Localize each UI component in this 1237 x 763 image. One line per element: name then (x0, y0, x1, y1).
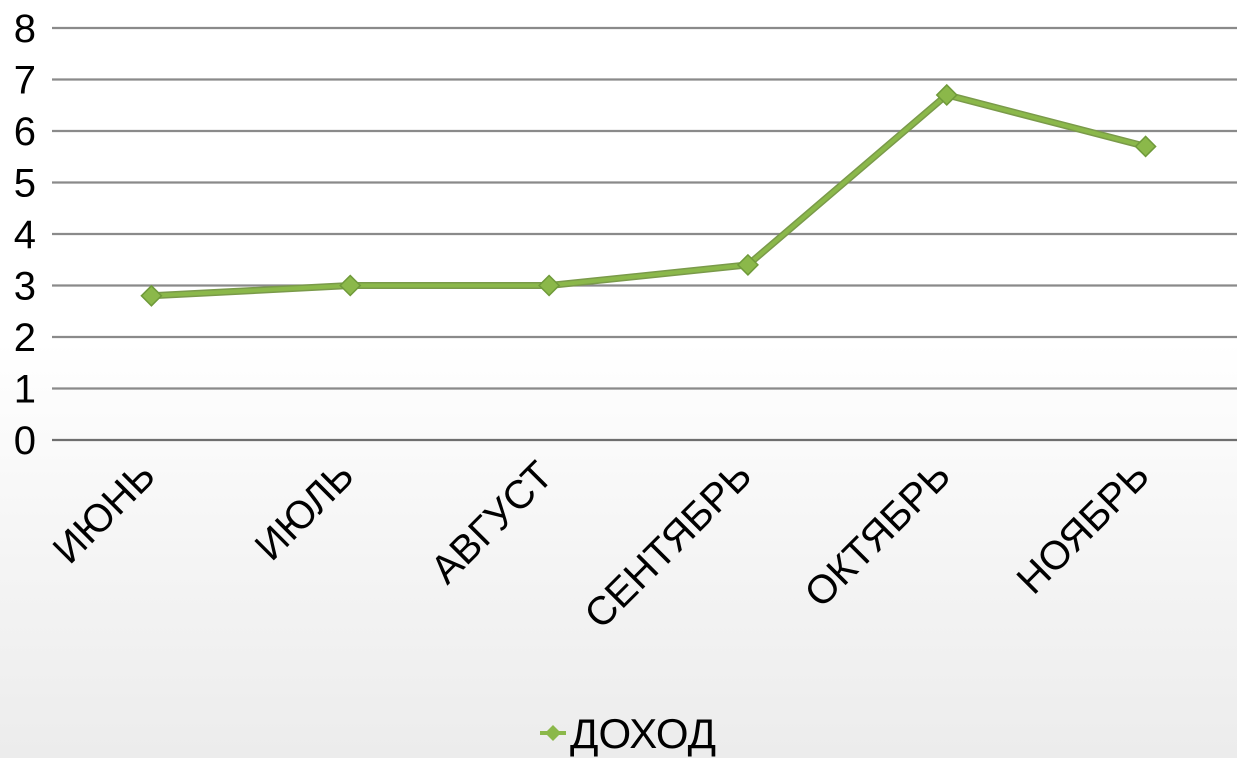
x-axis-tick-labels: ИЮНЬ ИЮЛЬ АВГУСТ СЕНТЯБРЬ ОКТЯБРЬ НОЯБРЬ (45, 453, 1158, 637)
legend-diamond-marker (545, 725, 561, 741)
legend-label: ДОХОД (570, 710, 716, 757)
y-tick-label: 2 (14, 316, 36, 360)
y-axis-tick-labels: 0 1 2 3 4 5 6 7 8 (14, 7, 36, 463)
y-tick-label: 7 (14, 59, 36, 103)
data-point-marker (1134, 135, 1157, 158)
series-line-shadow (147, 91, 1150, 300)
y-tick-label: 8 (14, 7, 36, 51)
data-point-marker (538, 274, 561, 297)
y-tick-label: 4 (14, 213, 36, 257)
x-tick-label: ИЮЛЬ (247, 453, 363, 569)
y-tick-label: 5 (14, 162, 36, 206)
y-tick-label: 1 (14, 368, 36, 412)
x-tick-label: СЕНТЯБРЬ (576, 453, 760, 637)
x-tick-label: ОКТЯБРЬ (796, 453, 959, 616)
legend: ДОХОД (540, 710, 716, 757)
data-point-marker (736, 253, 759, 276)
y-tick-label: 6 (14, 110, 36, 154)
series-line (149, 92, 1148, 298)
x-tick-label: ИЮНЬ (45, 453, 164, 572)
data-point-marker (339, 274, 362, 297)
x-tick-label: АВГУСТ (423, 453, 562, 592)
gridlines (52, 26, 1237, 442)
y-tick-label: 3 (14, 265, 36, 309)
data-point-marker (140, 284, 163, 307)
x-tick-label: НОЯБРЬ (1009, 453, 1158, 602)
y-tick-label: 0 (14, 419, 36, 463)
data-point-marker (935, 83, 958, 107)
series-layer (140, 83, 1157, 307)
